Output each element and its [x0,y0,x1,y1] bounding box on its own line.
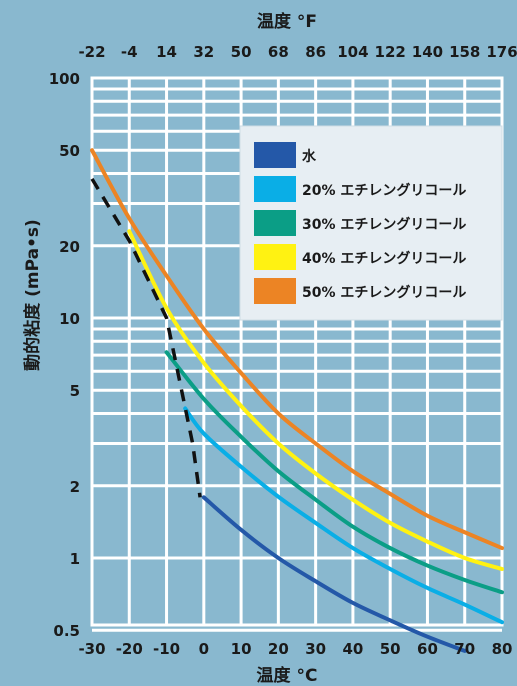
y-tick-label: 10 [59,310,80,328]
legend: 水 20% エチレングリコール 30% エチレングリコール 40% エチレングリコール… [239,125,503,321]
x-tick-label: 70 [454,640,475,658]
top-tick-label: 86 [305,43,326,61]
top-tick-label: 158 [449,43,480,61]
freezing-dashed-line [90,177,202,498]
series-lines [90,148,504,653]
x-tick-label: 20 [268,640,289,658]
x-axis-ticks: -30 -20 -10 0 10 20 30 40 50 60 70 80 [78,640,512,658]
x-tick-label: 0 [199,640,209,658]
y-tick-label: 1 [70,550,80,568]
y-tick-label: 5 [70,382,80,400]
top-tick-label: -22 [78,43,105,61]
x-tick-label: 30 [305,640,326,658]
legend-swatch-1 [254,176,296,202]
top-tick-label: 68 [268,43,289,61]
plot-border [90,76,504,627]
legend-label-1: 20% エチレングリコール [302,182,466,199]
legend-swatch-0 [254,142,296,168]
series-line-0 [201,495,467,653]
top-axis-title: 温度 °F [257,11,317,32]
y-axis-ticks: 0.5 1 2 5 10 20 50 100 [49,70,80,640]
y-tick-label: 50 [59,142,80,160]
x-tick-label: 10 [231,640,252,658]
legend-swatch-4 [254,278,296,304]
legend-swatch-3 [254,244,296,270]
series-line-3 [127,229,504,571]
x-tick-label: 40 [342,640,363,658]
plot-frame [90,76,504,627]
legend-label-2: 30% エチレングリコール [302,216,466,233]
legend-swatch-2 [254,210,296,236]
x-tick-label: -10 [153,640,180,658]
top-tick-label: 176 [486,43,517,61]
top-tick-label: 122 [375,43,406,61]
series-line-2 [164,350,504,595]
legend-label-4: 50% エチレングリコール [302,284,466,301]
x-tick-label: 50 [380,640,401,658]
top-tick-label: 14 [156,43,177,61]
top-axis-ticks: -22 -4 14 32 50 68 86 104 122 140 158 176 [78,43,517,61]
x-tick-label: -30 [78,640,105,658]
x-tick-label: -20 [116,640,143,658]
y-axis-title: 動的粘度 (mPa•s) [22,219,43,371]
y-tick-label: 100 [49,70,80,88]
legend-label-3: 40% エチレングリコール [302,250,466,267]
legend-label-0: 水 [302,148,317,165]
y-tick-label: 2 [70,478,80,496]
series-line-1 [183,406,504,625]
x-tick-label: 60 [417,640,438,658]
series-line-4 [90,148,504,551]
top-tick-label: 140 [412,43,443,61]
y-tick-label: 0.5 [53,622,80,640]
x-axis-title: 温度 °C [257,665,318,686]
top-tick-label: -4 [121,43,138,61]
x-tick-label: 80 [492,640,513,658]
y-tick-label: 20 [59,238,80,256]
top-tick-label: 32 [193,43,214,61]
top-tick-label: 50 [231,43,252,61]
top-tick-label: 104 [337,43,368,61]
